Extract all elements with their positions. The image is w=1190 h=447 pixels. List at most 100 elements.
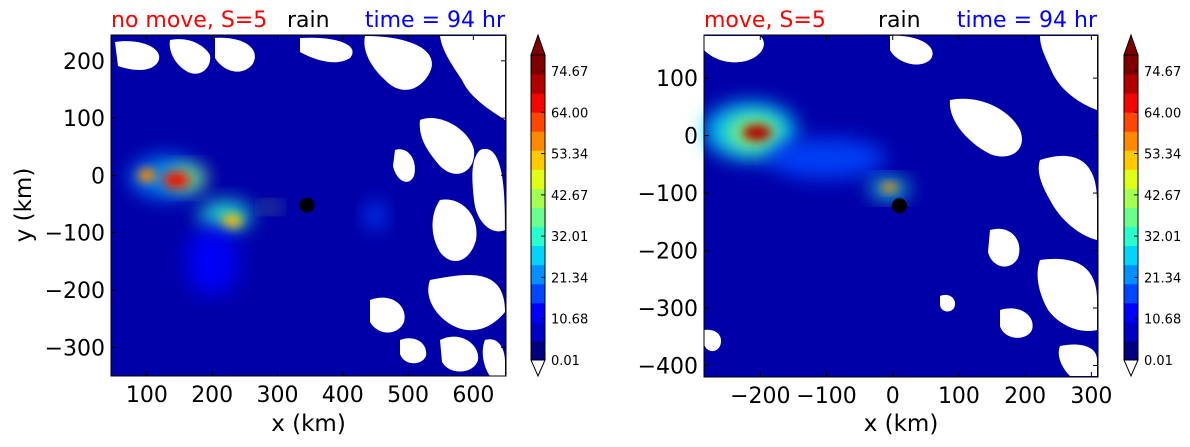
x-tick-label: −200 xyxy=(730,384,790,409)
x-tick-label: 500 xyxy=(387,383,429,408)
heatmap-field-right xyxy=(703,34,1099,378)
panel-left-title-case: no move, S=5 xyxy=(111,8,267,33)
colorbar-tick-label: 74.67 xyxy=(1144,65,1181,80)
colorbar-segment xyxy=(531,207,545,228)
colorbar-segment xyxy=(531,188,545,208)
x-tick-label: 600 xyxy=(452,383,494,408)
colorbar-tick-label: 64.00 xyxy=(551,106,588,121)
colorbar-tick-label: 10.68 xyxy=(551,313,588,328)
x-tick-label: 100 xyxy=(126,383,168,408)
colorbar-tick-label: 10.68 xyxy=(1144,313,1181,328)
x-tick-label: 0 xyxy=(886,384,900,409)
y-tick-label: −100 xyxy=(45,222,105,247)
colorbar-segment xyxy=(1124,226,1138,247)
colorbar-segment xyxy=(1124,245,1138,266)
x-tick-label: 200 xyxy=(1004,384,1046,409)
heatmap-field-left xyxy=(110,34,507,377)
rain-blob xyxy=(881,182,898,192)
panel-left-title-time: time = 94 hr xyxy=(365,8,506,33)
panel-no-move: no move, S=5 rain time = 94 hr xyxy=(11,8,588,437)
panel-left-title-variable: rain xyxy=(287,8,330,33)
rain-blob xyxy=(221,214,243,229)
colorbar-segment xyxy=(1124,321,1138,342)
colorbar-segment xyxy=(531,321,545,342)
rain-blob xyxy=(365,201,386,230)
rain-blob xyxy=(742,124,772,141)
x-tick-label: 300 xyxy=(1070,384,1112,409)
colorbar-segment xyxy=(1124,283,1138,304)
colorbar-right: 74.67 64.00 53.34 42.67 32.01 21.34 10.68 0.01 xyxy=(1123,33,1181,378)
colorbar-tick-label: 32.01 xyxy=(551,230,588,245)
colorbar-segment xyxy=(531,93,545,113)
rain-blob xyxy=(163,171,190,189)
colorbar-segment xyxy=(531,112,545,132)
y-tick-label: −400 xyxy=(638,355,698,380)
colorbar-tick-label: 32.01 xyxy=(1144,230,1181,245)
colorbar-segment xyxy=(531,283,545,304)
colorbar-segment xyxy=(531,226,545,247)
y-tick-label: 100 xyxy=(63,107,105,132)
no-rain-regions-left xyxy=(115,36,505,376)
x-tick-label: −100 xyxy=(796,384,856,409)
colorbar-extend-max xyxy=(530,33,546,56)
rain-intensity-regions-left xyxy=(130,157,386,296)
colorbar-extend-max xyxy=(1123,33,1139,56)
colorbar-segment xyxy=(531,150,545,170)
axis-ticks-left: 100 200 300 400 500 600 200 100 0 −100 −200 −300 xyxy=(45,35,506,408)
colorbar-tick-label: 0.01 xyxy=(1144,354,1173,369)
colorbar-segment xyxy=(1124,74,1138,94)
colorbar-tick-label: 53.34 xyxy=(1144,148,1181,163)
colorbar-segment xyxy=(531,340,545,361)
colorbar-segment xyxy=(1124,169,1138,189)
colorbar-tick-label: 21.34 xyxy=(551,271,588,286)
colorbar-extend-min xyxy=(1123,359,1139,378)
colorbar-frame xyxy=(530,54,546,361)
y-tick-label: −100 xyxy=(638,182,698,207)
colorbar-left: 74.67 64.00 53.34 42.67 32.01 21.34 10.68 0.01 xyxy=(530,33,588,378)
rain-blob xyxy=(766,138,887,179)
y-tick-label: 200 xyxy=(63,50,105,75)
panel-right-title-variable: rain xyxy=(878,8,921,33)
colorbar-tick-label: 53.34 xyxy=(551,148,588,163)
y-tick-label: −200 xyxy=(638,240,698,265)
colorbar-segment xyxy=(1124,302,1138,323)
colorbar-segment xyxy=(1124,131,1138,151)
colorbar-segment xyxy=(1124,264,1138,285)
colorbar-extend-min xyxy=(530,359,546,378)
colorbar-segment xyxy=(1124,188,1138,208)
y-tick-label: −300 xyxy=(638,297,698,322)
x-tick-label: 300 xyxy=(256,383,298,408)
y-axis-label: y (km) xyxy=(11,168,37,243)
colorbar-segment xyxy=(1124,112,1138,132)
y-tick-label: −200 xyxy=(45,279,105,304)
y-tick-label: −300 xyxy=(45,336,105,361)
colorbar-segment xyxy=(531,169,545,189)
y-tick-label: 0 xyxy=(684,125,698,150)
colorbar-segment xyxy=(1124,55,1138,75)
colorbar-segment xyxy=(531,55,545,75)
rain-blob xyxy=(186,226,239,296)
x-axis-label-left: x (km) xyxy=(271,411,346,437)
colorbar-tick-label: 42.67 xyxy=(1144,189,1181,204)
x-tick-label: 100 xyxy=(938,384,980,409)
colorbar-segment xyxy=(531,245,545,266)
colorbar-tick-label: 21.34 xyxy=(1144,271,1181,286)
colorbar-tick-label: 64.00 xyxy=(1144,106,1181,121)
storm-center-marker xyxy=(891,198,907,214)
no-rain-regions-right xyxy=(704,35,1097,376)
colorbar-tick-label: 0.01 xyxy=(551,354,580,369)
panel-right-title-time: time = 94 hr xyxy=(957,8,1098,33)
colorbar-segment xyxy=(1124,150,1138,170)
colorbar-tick-label: 74.67 xyxy=(551,65,588,80)
colorbar-segment xyxy=(531,302,545,323)
x-tick-label: 400 xyxy=(322,383,364,408)
rain-blob xyxy=(137,168,157,183)
panel-move: move, S=5 rain time = 94 hr −200 −10 xyxy=(638,8,1182,437)
y-tick-label: 100 xyxy=(656,67,698,92)
colorbar-frame xyxy=(1123,54,1139,361)
colorbar-segment xyxy=(1124,207,1138,228)
colorbar-segment xyxy=(531,264,545,285)
storm-center-marker xyxy=(299,197,315,213)
